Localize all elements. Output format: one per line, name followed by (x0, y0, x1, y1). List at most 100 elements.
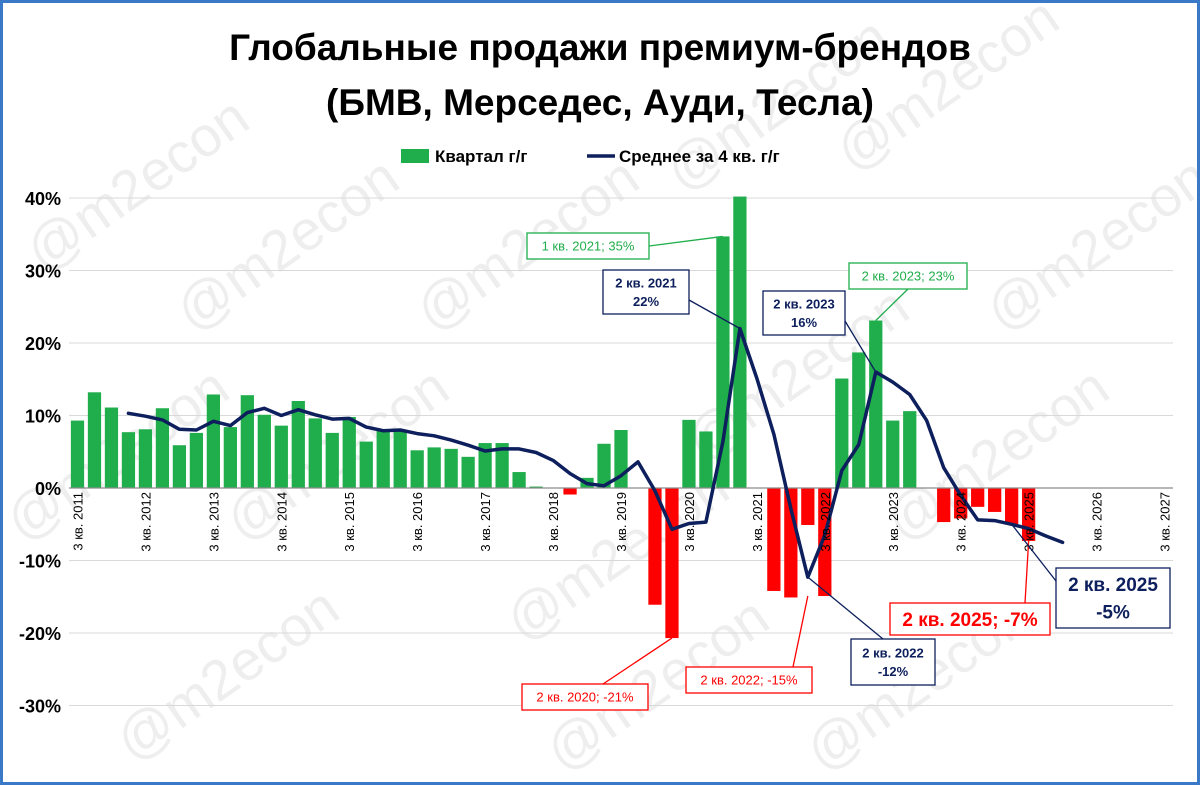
annotations: 1 кв. 2021; 35% 2 кв. 2021 22% 2 кв. 2023; … (521, 232, 1171, 711)
annotation-leader-line (648, 235, 723, 247)
annotation-text: 16% (791, 315, 817, 330)
bar (206, 394, 220, 488)
bar (138, 429, 153, 488)
annotation-box (850, 638, 936, 686)
annotation-box (685, 666, 813, 694)
bar (87, 392, 102, 488)
bar (291, 401, 305, 488)
bar (427, 447, 441, 488)
bar (954, 488, 968, 519)
annotation-leader-line (688, 299, 741, 330)
annotation-box (526, 232, 650, 260)
bar (495, 443, 509, 488)
y-tick-label: 10% (25, 407, 61, 427)
y-tick-label: 20% (25, 334, 61, 354)
watermark-text: @m2econ (974, 144, 1197, 342)
annotation-box (521, 683, 649, 711)
annotation-q2-2022-average: 2 кв. 2022 -12% (807, 576, 936, 686)
bar (342, 416, 356, 488)
x-axis-tick-labels: 3 кв. 2011 3 кв. 2012 3 кв. 2013 3 кв. 2014… (70, 492, 1172, 552)
chart-title-line-1: Глобальные продажи премиум-брендов (229, 27, 971, 68)
bar (257, 414, 271, 488)
annotation-leader-line (875, 288, 909, 321)
watermark-text: @m2econ (104, 574, 350, 772)
bar (512, 472, 526, 488)
bar (733, 196, 747, 489)
annotation-q2-2022-quarter: 2 кв. 2022; -15% (685, 595, 813, 694)
bar (818, 488, 832, 597)
bar (903, 411, 917, 488)
bar (104, 407, 119, 488)
legend-swatch-bars (401, 149, 429, 163)
annotation-text: 22% (633, 294, 659, 309)
bar (308, 418, 322, 488)
bar (716, 236, 730, 488)
annotation-box (602, 269, 690, 315)
bar (325, 432, 339, 488)
legend-label-line: Среднее за 4 кв. г/г (619, 147, 780, 166)
y-axis-tick-labels: 40% 30% 20% 10% 0% -10% -20% -30% (19, 189, 61, 717)
y-tick-label: 40% (25, 189, 61, 209)
y-tick-label: 30% (25, 262, 61, 282)
chart-title-line-2: (БМВ, Мерседес, Ауди, Тесла) (326, 82, 874, 123)
bar (852, 352, 866, 488)
annotation-leader-line (844, 320, 877, 373)
x-tick-label: 3 кв. 2015 (342, 492, 357, 552)
bar (988, 488, 1002, 512)
x-tick-label: 3 кв. 2012 (138, 492, 153, 552)
y-tick-label: -30% (19, 697, 61, 717)
legend-label-bars: Квартал г/г (435, 147, 527, 166)
annotation-text: 2 кв. 2025; -7% (902, 610, 1037, 631)
x-tick-label: 3 кв. 2018 (546, 492, 561, 552)
x-tick-label: 3 кв. 2022 (818, 492, 833, 552)
annotation-text: 2 кв. 2022; -15% (700, 673, 798, 688)
x-tick-label: 3 кв. 2023 (886, 492, 901, 552)
annotation-box (889, 602, 1051, 636)
annotation-text: -12% (878, 664, 909, 679)
annotation-leader-line (792, 595, 809, 668)
bar (376, 429, 390, 488)
watermark-text: @m2econ (3, 354, 240, 552)
annotation-q1-2021-quarter: 1 кв. 2021; 35% (526, 232, 723, 260)
x-tick-label: 3 кв. 2016 (410, 492, 425, 552)
bar (665, 488, 679, 639)
bar (563, 488, 577, 495)
annotation-q2-2025-quarter: 2 кв. 2025; -7% (889, 540, 1051, 636)
annotation-leader-line (1024, 540, 1030, 604)
annotation-q2-2023-quarter: 2 кв. 2023; 23% (848, 262, 968, 321)
annotation-box (848, 262, 968, 290)
bar (155, 408, 170, 488)
x-tick-label: 3 кв. 2024 (954, 492, 969, 552)
annotation-leader-line (1011, 523, 1057, 582)
bar (189, 432, 204, 488)
annotation-text: 2 кв. 2021 (615, 275, 676, 290)
annotation-box (1055, 567, 1171, 629)
bar (223, 427, 237, 488)
bar (597, 443, 611, 488)
annotation-text: -5% (1096, 603, 1130, 624)
bar (529, 486, 543, 488)
bar (886, 420, 900, 488)
y-tick-label: -20% (19, 624, 61, 644)
line-series-4q-average (126, 326, 1065, 579)
bar (240, 395, 254, 488)
bar (835, 378, 849, 488)
bar (682, 419, 696, 488)
bar (1005, 488, 1019, 525)
y-tick-label: 0% (35, 479, 61, 499)
legend: Квартал г/г Среднее за 4 кв. г/г (401, 147, 780, 166)
x-tick-label: 3 кв. 2011 (70, 492, 85, 551)
x-tick-label: 3 кв. 2020 (682, 492, 697, 552)
annotation-box (762, 290, 846, 336)
annotation-text: 2 кв. 2025 (1068, 575, 1158, 596)
bar (648, 488, 662, 605)
bar (801, 488, 815, 525)
annotation-q2-2025-average: 2 кв. 2025 -5% (1011, 523, 1171, 629)
bar (444, 448, 458, 488)
annotation-leader-line (602, 637, 673, 685)
annotation-leader-line (807, 576, 884, 640)
chart-title: Глобальные продажи премиум-брендов (БМВ,… (229, 27, 971, 123)
annotation-text: 2 кв. 2023; 23% (862, 269, 955, 284)
x-tick-label: 3 кв. 2017 (478, 492, 493, 552)
